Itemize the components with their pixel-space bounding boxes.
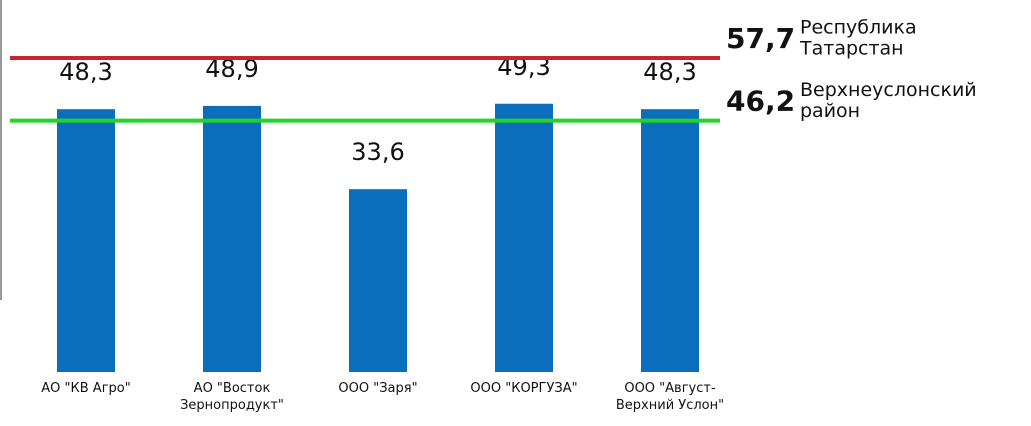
value-label: 48,3	[59, 58, 112, 86]
reference-label: Татарстан	[799, 38, 904, 60]
reference-value: 57,7	[726, 22, 795, 55]
x-tick-label: АО "Восток Зернопродукт"	[180, 381, 284, 413]
reference-label: Верхнеуслонский	[800, 79, 977, 101]
x-label-box: ООО "Заря"	[338, 381, 418, 396]
bar	[203, 105, 261, 373]
reference-value: 46,2	[726, 85, 795, 118]
x-tick-label: ООО "Август-Верхний Услон"	[615, 381, 725, 413]
value-label: 48,3	[643, 58, 696, 86]
bar	[349, 189, 407, 372]
x-label-box: АО "Восток Зернопродукт"	[180, 381, 284, 413]
x-tick-label: ООО "Заря"	[338, 381, 418, 396]
value-label: 33,6	[351, 138, 404, 166]
bar	[57, 109, 115, 373]
x-tick-label: ООО "КОРГУЗА"	[470, 381, 578, 396]
reference-label: район	[800, 100, 860, 122]
bar	[641, 109, 699, 373]
bar	[495, 103, 553, 372]
x-tick-label: АО "КВ Агро"	[41, 381, 131, 396]
x-label-box: ООО "КОРГУЗА"	[470, 381, 578, 396]
x-label-box: ООО "Август-Верхний Услон"	[615, 381, 725, 413]
x-label-box: АО "КВ Агро"	[41, 381, 131, 396]
reference-label: Республика	[800, 17, 917, 39]
